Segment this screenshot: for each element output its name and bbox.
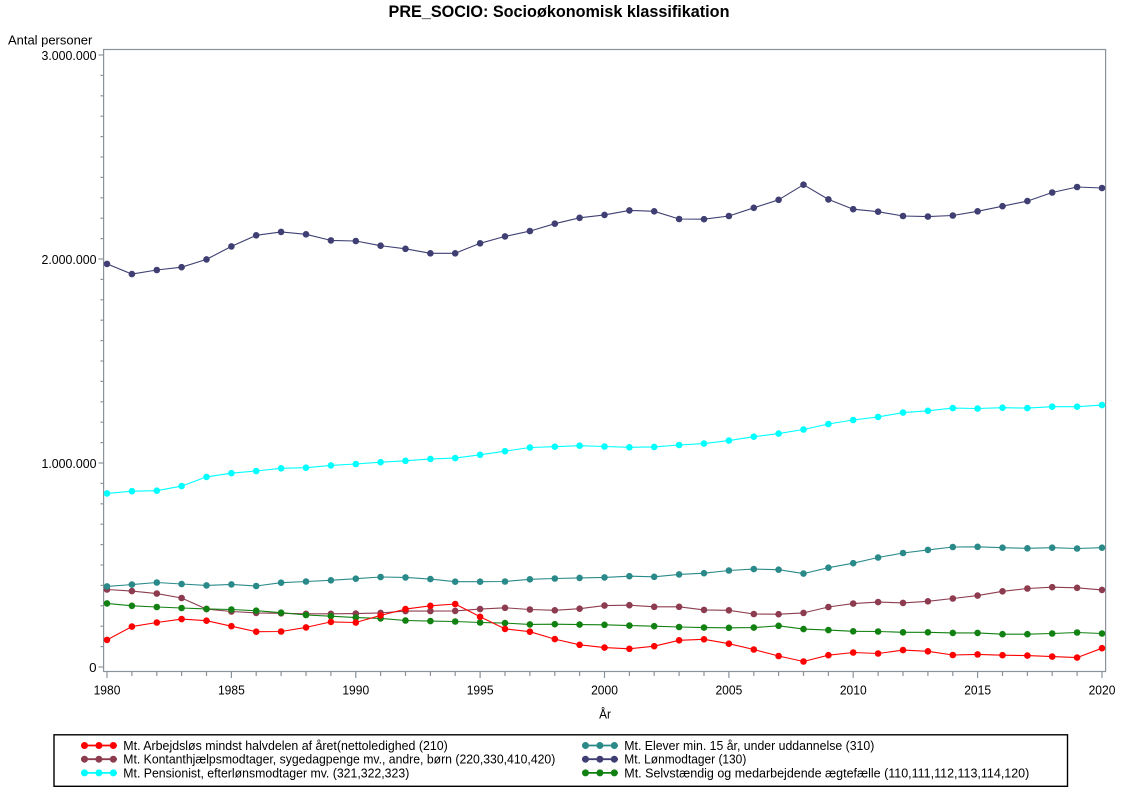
svg-text:År: År <box>599 707 611 722</box>
svg-text:2010: 2010 <box>840 683 867 698</box>
svg-text:Mt. Kontanthjælpsmodtager, syg: Mt. Kontanthjælpsmodtager, sygedagpenge … <box>123 752 555 767</box>
svg-text:Mt. Elever min. 15 år, under u: Mt. Elever min. 15 år, under uddannelse … <box>624 738 874 753</box>
svg-text:2020: 2020 <box>1089 683 1116 698</box>
svg-text:Mt. Pensionist, efterlønsmodta: Mt. Pensionist, efterlønsmodtager mv. (3… <box>123 765 409 780</box>
svg-text:3.000.000: 3.000.000 <box>42 48 97 63</box>
svg-text:Mt. Arbejdsløs mindst halvdele: Mt. Arbejdsløs mindst halvdelen af året(… <box>123 738 448 753</box>
svg-text:2005: 2005 <box>715 683 742 698</box>
svg-text:2015: 2015 <box>964 683 991 698</box>
svg-text:2.000.000: 2.000.000 <box>42 252 97 267</box>
svg-text:2000: 2000 <box>591 683 618 698</box>
svg-text:0: 0 <box>89 660 96 675</box>
svg-text:1990: 1990 <box>342 683 369 698</box>
svg-text:1985: 1985 <box>218 683 245 698</box>
svg-text:Antal personer: Antal personer <box>8 33 93 48</box>
svg-text:1995: 1995 <box>467 683 494 698</box>
svg-text:1980: 1980 <box>94 683 121 698</box>
svg-text:1.000.000: 1.000.000 <box>42 456 97 471</box>
svg-text:Mt. Lønmodtager (130): Mt. Lønmodtager (130) <box>624 752 746 767</box>
svg-text:Mt. Selvstændig og medarbejden: Mt. Selvstændig og medarbejdende ægtefæl… <box>624 765 1029 780</box>
svg-text:PRE_SOCIO: Socioøkonomisk klas: PRE_SOCIO: Socioøkonomisk klassifikation <box>389 3 730 21</box>
